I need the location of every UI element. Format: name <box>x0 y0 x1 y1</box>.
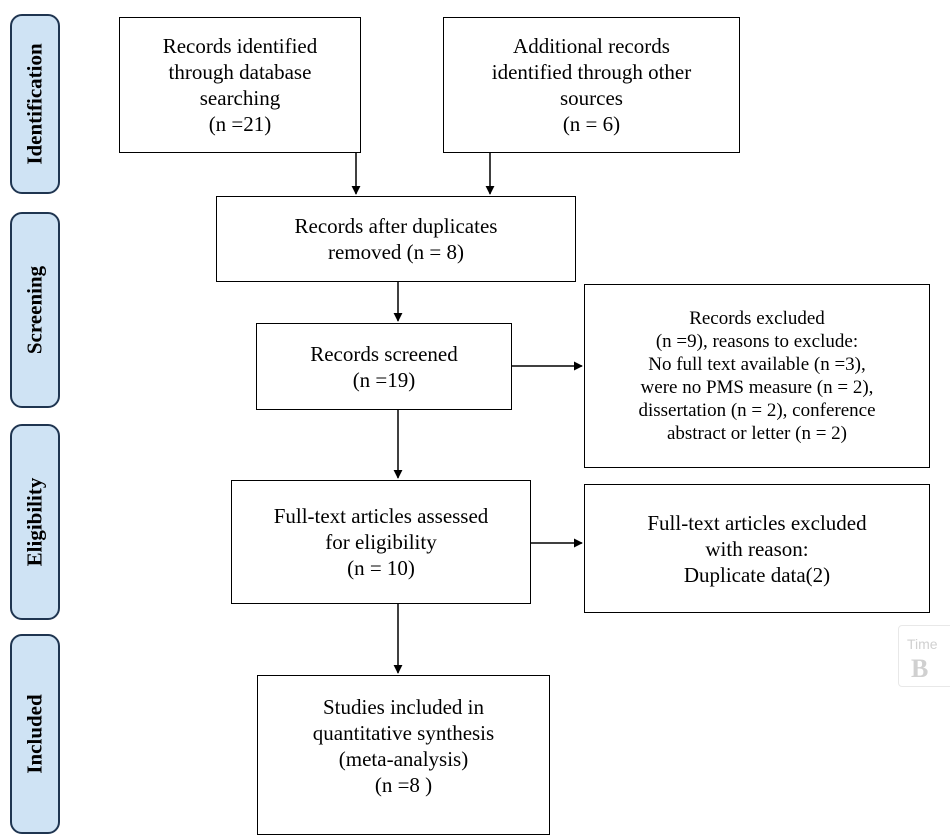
box-studies-included: Studies included in quantitative synthes… <box>257 675 550 835</box>
box-records-excluded: Records excluded (n =9), reasons to excl… <box>584 284 930 468</box>
phase-identification: Identification <box>10 14 60 194</box>
box-fulltext-excluded: Full-text articles excluded with reason:… <box>584 484 930 613</box>
overlay-widget: Time B <box>898 625 950 687</box>
box-after-duplicates: Records after duplicates removed (n = 8) <box>216 196 576 282</box>
box-fulltext-excluded-text: Full-text articles excluded with reason:… <box>647 510 867 587</box>
box-records-excluded-text: Records excluded (n =9), reasons to excl… <box>638 308 876 444</box>
box-records-screened-text: Records screened (n =19) <box>310 341 458 392</box>
flow-arrows <box>351 153 583 674</box>
box-additional-records-text: Additional records identified through ot… <box>491 34 692 136</box>
overlay-letter: B <box>911 654 929 683</box>
box-records-identified: Records identified through database sear… <box>119 17 361 153</box>
phase-screening: Screening <box>10 212 60 408</box>
phase-eligibility: Eligibility <box>10 424 60 620</box>
box-additional-records: Additional records identified through ot… <box>443 17 740 153</box>
box-records-screened: Records screened (n =19) <box>256 323 512 410</box>
box-records-identified-text: Records identified through database sear… <box>162 34 318 136</box>
phase-included: Included <box>10 634 60 834</box>
box-fulltext-assessed: Full-text articles assessed for eligibil… <box>231 480 531 604</box>
box-studies-included-text: Studies included in quantitative synthes… <box>312 695 495 797</box>
box-fulltext-assessed-text: Full-text articles assessed for eligibil… <box>273 504 489 580</box>
overlay-label: Time <box>907 636 938 652</box>
box-after-duplicates-text: Records after duplicates removed (n = 8) <box>294 214 498 264</box>
